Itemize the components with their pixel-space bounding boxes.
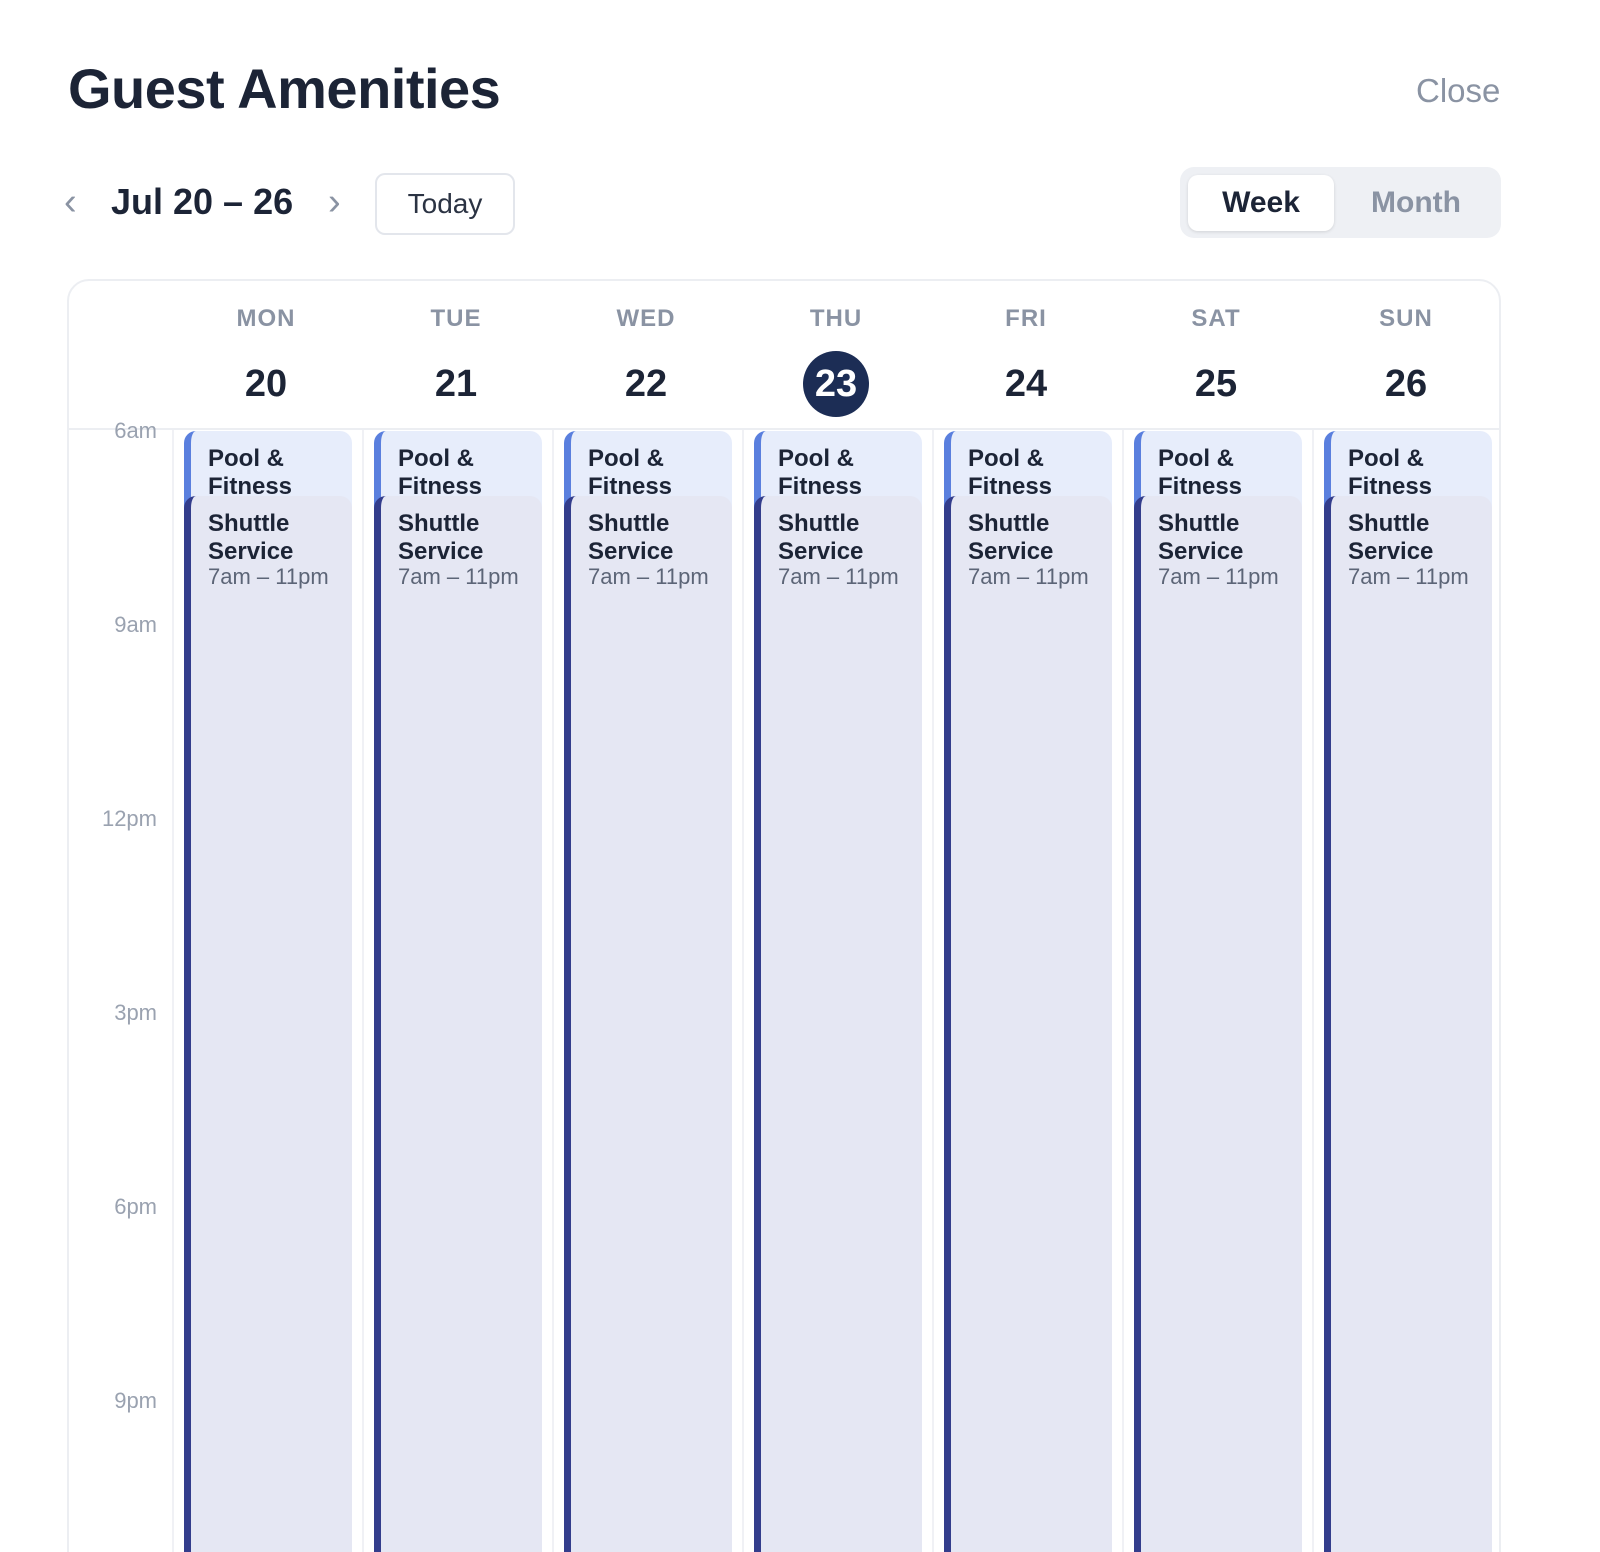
close-button[interactable]: Close bbox=[1416, 72, 1501, 109]
day-header-fri[interactable]: FRI 24 bbox=[932, 303, 1120, 417]
column-divider bbox=[552, 430, 554, 1552]
day-of-week-label: SAT bbox=[1191, 305, 1241, 332]
event-time: 7am – 11pm bbox=[778, 563, 899, 589]
event-title: Shuttle Service bbox=[1158, 509, 1244, 565]
event-title: Shuttle Service bbox=[968, 509, 1054, 565]
hour-label: 6pm bbox=[114, 1194, 157, 1220]
day-number: 20 bbox=[244, 363, 288, 405]
event-title: Pool & Fitness bbox=[1348, 445, 1433, 500]
hour-label: 9pm bbox=[114, 1388, 157, 1414]
date-range-label: Jul 20 – 26 bbox=[111, 181, 294, 222]
day-number: 22 bbox=[624, 363, 668, 405]
prev-week-button[interactable]: ‹ bbox=[64, 181, 77, 223]
column-divider bbox=[172, 430, 174, 1552]
shuttle-service-event[interactable]: Shuttle Service 7am – 11pm bbox=[1134, 495, 1302, 1552]
shuttle-service-event[interactable]: Shuttle Service 7am – 11pm bbox=[374, 495, 542, 1552]
event-time: 7am – 11pm bbox=[398, 563, 519, 589]
event-time: 7am – 11pm bbox=[208, 563, 329, 589]
shuttle-service-event[interactable]: Shuttle Service 7am – 11pm bbox=[184, 495, 352, 1552]
view-toggle: Week Month bbox=[1180, 167, 1501, 238]
column-divider bbox=[932, 430, 934, 1552]
column-divider bbox=[1122, 430, 1124, 1552]
week-calendar-grid: 6am 9am 12pm 3pm 6pm 9pm MON 20 Pool & Fitness Sh… bbox=[67, 279, 1501, 1552]
day-of-week-label: WED bbox=[616, 305, 676, 332]
day-of-week-label: FRI bbox=[1005, 305, 1047, 332]
event-title: Shuttle Service bbox=[398, 509, 484, 565]
column-divider bbox=[742, 430, 744, 1552]
day-number: 26 bbox=[1384, 363, 1428, 405]
event-title: Pool & Fitness bbox=[398, 445, 483, 500]
column-divider bbox=[1312, 430, 1314, 1552]
day-header-sun[interactable]: SUN 26 bbox=[1312, 303, 1499, 417]
event-time: 7am – 11pm bbox=[1158, 563, 1279, 589]
day-number: 24 bbox=[1004, 363, 1048, 405]
week-view-button[interactable]: Week bbox=[1188, 175, 1334, 231]
event-time: 7am – 11pm bbox=[1348, 563, 1469, 589]
day-header-tue[interactable]: TUE 21 bbox=[362, 303, 550, 417]
next-week-button[interactable]: › bbox=[328, 181, 341, 223]
header-divider bbox=[69, 428, 1499, 430]
page-title: Guest Amenities bbox=[68, 57, 501, 120]
event-title: Shuttle Service bbox=[208, 509, 294, 565]
column-divider bbox=[362, 430, 364, 1552]
day-of-week-label: SUN bbox=[1379, 305, 1433, 332]
day-header-thu[interactable]: THU 23 bbox=[742, 303, 930, 417]
event-title: Pool & Fitness bbox=[968, 445, 1053, 500]
event-title: Pool & Fitness bbox=[208, 445, 293, 500]
shuttle-service-event[interactable]: Shuttle Service 7am – 11pm bbox=[1324, 495, 1492, 1552]
event-title: Pool & Fitness bbox=[1158, 445, 1243, 500]
day-of-week-label: MON bbox=[236, 305, 296, 332]
hour-label: 12pm bbox=[101, 806, 157, 832]
hour-label: 6am bbox=[114, 418, 157, 443]
event-title: Pool & Fitness bbox=[588, 445, 673, 500]
day-number: 25 bbox=[1194, 363, 1238, 405]
event-time: 7am – 11pm bbox=[968, 563, 1089, 589]
shuttle-service-event[interactable]: Shuttle Service 7am – 11pm bbox=[754, 495, 922, 1552]
event-title: Shuttle Service bbox=[1348, 509, 1434, 565]
shuttle-service-event[interactable]: Shuttle Service 7am – 11pm bbox=[564, 495, 732, 1552]
day-number: 21 bbox=[434, 363, 478, 405]
event-title: Shuttle Service bbox=[778, 509, 864, 565]
day-header-wed[interactable]: WED 22 bbox=[552, 303, 740, 417]
day-header-mon[interactable]: MON 20 bbox=[172, 303, 360, 417]
day-of-week-label: TUE bbox=[430, 305, 482, 332]
event-title: Pool & Fitness bbox=[778, 445, 863, 500]
today-button[interactable]: Today bbox=[375, 173, 515, 235]
day-header-sat[interactable]: SAT 25 bbox=[1122, 303, 1310, 417]
day-of-week-label: THU bbox=[809, 305, 863, 332]
event-title: Shuttle Service bbox=[588, 509, 674, 565]
hour-label: 3pm bbox=[114, 1000, 157, 1026]
event-time: 7am – 11pm bbox=[588, 563, 709, 589]
shuttle-service-event[interactable]: Shuttle Service 7am – 11pm bbox=[944, 495, 1112, 1552]
month-view-button[interactable]: Month bbox=[1371, 186, 1461, 219]
today-date-badge: 23 bbox=[803, 351, 869, 417]
hour-label: 9am bbox=[114, 612, 157, 637]
